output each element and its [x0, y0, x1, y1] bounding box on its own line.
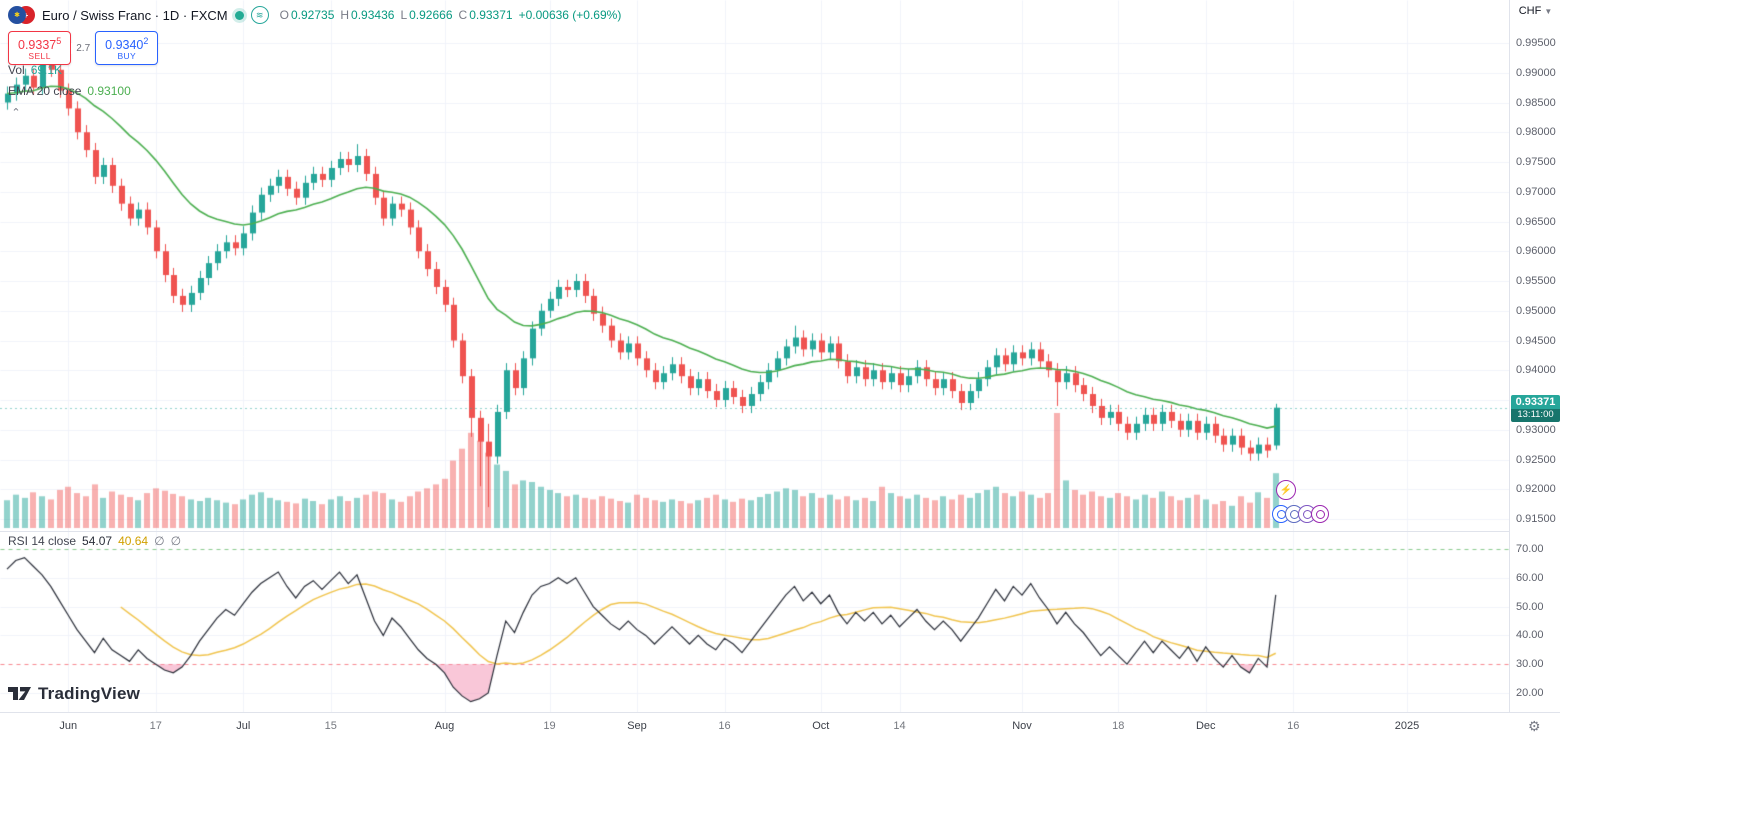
rsi-scale-label: 40.00 [1516, 629, 1544, 642]
time-axis-label: 16 [718, 720, 731, 732]
high-value: 0.93436 [351, 8, 395, 22]
tradingview-logo-text: TradingView [38, 684, 141, 703]
time-axis-label: 15 [324, 720, 337, 732]
live-data-icon[interactable]: ≋ [250, 6, 269, 24]
time-axis-label: Aug [434, 720, 455, 732]
bar-countdown: 13:11:00 [1511, 409, 1560, 422]
time-axis-label: Oct [812, 720, 830, 732]
price-scale-label: 0.99500 [1516, 37, 1556, 49]
rsi-scale-label: 50.00 [1516, 600, 1544, 613]
time-axis-label: 16 [1287, 720, 1300, 732]
tradingview-logo-glyph [8, 687, 31, 700]
spread-value: 2.7 [71, 42, 96, 54]
price-scale-label: 0.98000 [1516, 126, 1556, 139]
price-scale-label: 0.92500 [1516, 453, 1556, 466]
open-value: 0.92735 [290, 8, 335, 22]
rsi-legend-value: 54.07 [82, 534, 113, 548]
mind-bubble-icon[interactable] [1311, 505, 1329, 523]
currency-selector[interactable]: CHF ▼ [1510, 5, 1561, 17]
high-label: H [340, 8, 350, 22]
price-scale-label: 0.93000 [1516, 423, 1556, 436]
currency-pair-icon: + ✱ [8, 6, 35, 24]
rsi-ma-value: 40.64 [118, 534, 149, 548]
time-axis-label: Nov [1012, 720, 1032, 732]
volume-legend[interactable]: Vol 69.1K [8, 63, 62, 77]
price-scale-label: 0.98500 [1516, 96, 1556, 109]
minds-cluster [1272, 505, 1329, 523]
time-axis-label: Sep [627, 720, 647, 732]
main-chart-canvas[interactable] [0, 0, 1509, 745]
time-axis-label: Jun [59, 720, 78, 732]
low-value: 0.92666 [409, 8, 453, 22]
current-price-badge: 0.93371 13:11:00 [1511, 395, 1560, 422]
rsi-scale-label: 30.00 [1516, 658, 1544, 671]
time-axis-label: 17 [149, 720, 162, 732]
close-label: C [458, 8, 468, 22]
price-scale-label: 0.95000 [1516, 304, 1556, 317]
rsi-scale-label: 60.00 [1516, 571, 1544, 584]
rsi-legend-label: RSI 14 close [8, 534, 77, 548]
tradingview-logo[interactable]: TradingView [8, 684, 140, 704]
legend-collapse-button[interactable]: ⌃ [11, 106, 21, 119]
price-scale-label: 0.97000 [1516, 185, 1556, 198]
eur-flag-icon: ✱ [8, 6, 26, 24]
pane-divider[interactable] [0, 531, 1560, 532]
sell-label: SELL [28, 51, 51, 62]
rsi-hidden-marker-icon[interactable]: ∅ [170, 534, 182, 548]
settings-gear-icon[interactable]: ⚙ [1528, 718, 1541, 734]
market-open-dot-icon [234, 10, 244, 20]
time-axis-label: 18 [1112, 720, 1125, 732]
price-scale-label: 0.94000 [1516, 364, 1556, 377]
rsi-scale-label: 20.00 [1516, 687, 1544, 699]
price-scale-label: 0.96500 [1516, 215, 1556, 228]
price-scale-label: 0.97500 [1516, 156, 1556, 168]
time-axis-label: 2025 [1394, 720, 1420, 732]
price-scale-label: 0.96000 [1516, 245, 1556, 258]
sell-button[interactable]: 0.93375 SELL [8, 31, 72, 66]
close-value: 0.93371 [469, 8, 513, 22]
ema-legend[interactable]: EMA 20 close 0.93100 [8, 84, 131, 98]
ohlc-values: O 0.92735 H 0.93436 L 0.92666 C 0.93371 … [280, 8, 622, 22]
symbol-legend: + ✱ Euro / Swiss Franc · 1D · FXCM ≋ O 0… [8, 5, 621, 25]
volume-legend-value: 69.1K [30, 63, 63, 77]
symbol-title[interactable]: Euro / Swiss Franc · 1D · FXCM [42, 7, 228, 23]
price-scale-label: 0.95500 [1516, 275, 1556, 287]
open-label: O [279, 8, 289, 22]
time-axis[interactable]: ⚙ Jun 17 Jul 15 Aug 19 Sep 16 Oct 14 Nov 18 Dec 16 202… [0, 712, 1560, 741]
volume-legend-label: Vol [8, 63, 25, 77]
change-value: +0.00636 (+0.69%) [518, 8, 622, 22]
currency-label: CHF [1518, 5, 1542, 17]
rsi-scale-label: 70.00 [1516, 543, 1544, 555]
price-scale-label: 0.99000 [1516, 66, 1556, 79]
time-axis-label: Jul [236, 720, 251, 732]
chevron-down-icon: ▼ [1544, 6, 1553, 16]
low-label: L [400, 8, 408, 22]
ema-legend-label: EMA 20 close [8, 84, 82, 98]
time-axis-label: 19 [543, 720, 556, 732]
rsi-legend[interactable]: RSI 14 close 54.07 40.64 ∅ ∅ [8, 534, 181, 548]
ema-legend-value: 0.93100 [87, 84, 131, 98]
price-scale-label: 0.92000 [1516, 483, 1556, 496]
rsi-hidden-marker-icon[interactable]: ∅ [154, 534, 165, 548]
buy-button[interactable]: 0.93402 BUY [95, 31, 159, 66]
price-scale-label: 0.94500 [1516, 334, 1556, 347]
time-axis-label: 14 [893, 720, 906, 732]
buy-label: BUY [117, 51, 137, 62]
price-axis[interactable]: CHF ▼ 0.99500 0.99000 0.98500 0.98000 0.9750… [1509, 0, 1561, 712]
buy-sell-widget: 0.93375 SELL 2.7 0.93402 BUY [8, 31, 159, 66]
price-scale-label: 0.91500 [1516, 513, 1556, 525]
current-price-value: 0.93371 [1511, 395, 1560, 409]
time-axis-label: Dec [1195, 720, 1216, 732]
instant-trading-icon[interactable]: ⚡ [1276, 480, 1296, 500]
